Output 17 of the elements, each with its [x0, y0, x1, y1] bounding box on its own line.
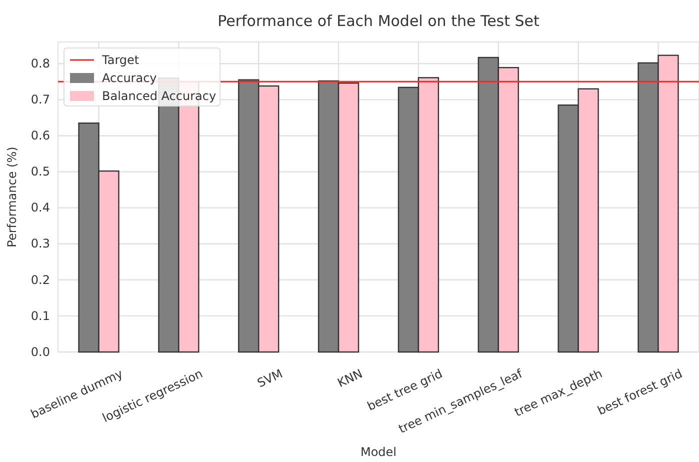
- y-tick-label: 0.7: [30, 92, 50, 107]
- y-tick-label: 0.6: [30, 128, 50, 143]
- y-tick-label: 0.1: [30, 308, 50, 323]
- y-tick-label: 0.0: [30, 344, 50, 359]
- x-tick-label: SVM: [255, 366, 285, 390]
- y-axis-title: Performance (%): [5, 146, 19, 248]
- x-axis-title: Model: [360, 445, 397, 459]
- y-tick-label: 0.2: [30, 272, 50, 287]
- x-tick-label: KNN: [335, 366, 365, 390]
- legend-label: Target: [101, 53, 140, 67]
- legend-label: Accuracy: [102, 71, 157, 85]
- y-tick-label: 0.8: [30, 56, 50, 70]
- y-tick-label: 0.4: [30, 200, 50, 215]
- legend-label: Balanced Accuracy: [102, 89, 216, 103]
- y-tick-label: 0.3: [30, 236, 50, 251]
- y-tick-label: 0.5: [30, 164, 50, 179]
- chart-title: Performance of Each Model on the Test Set: [218, 12, 540, 30]
